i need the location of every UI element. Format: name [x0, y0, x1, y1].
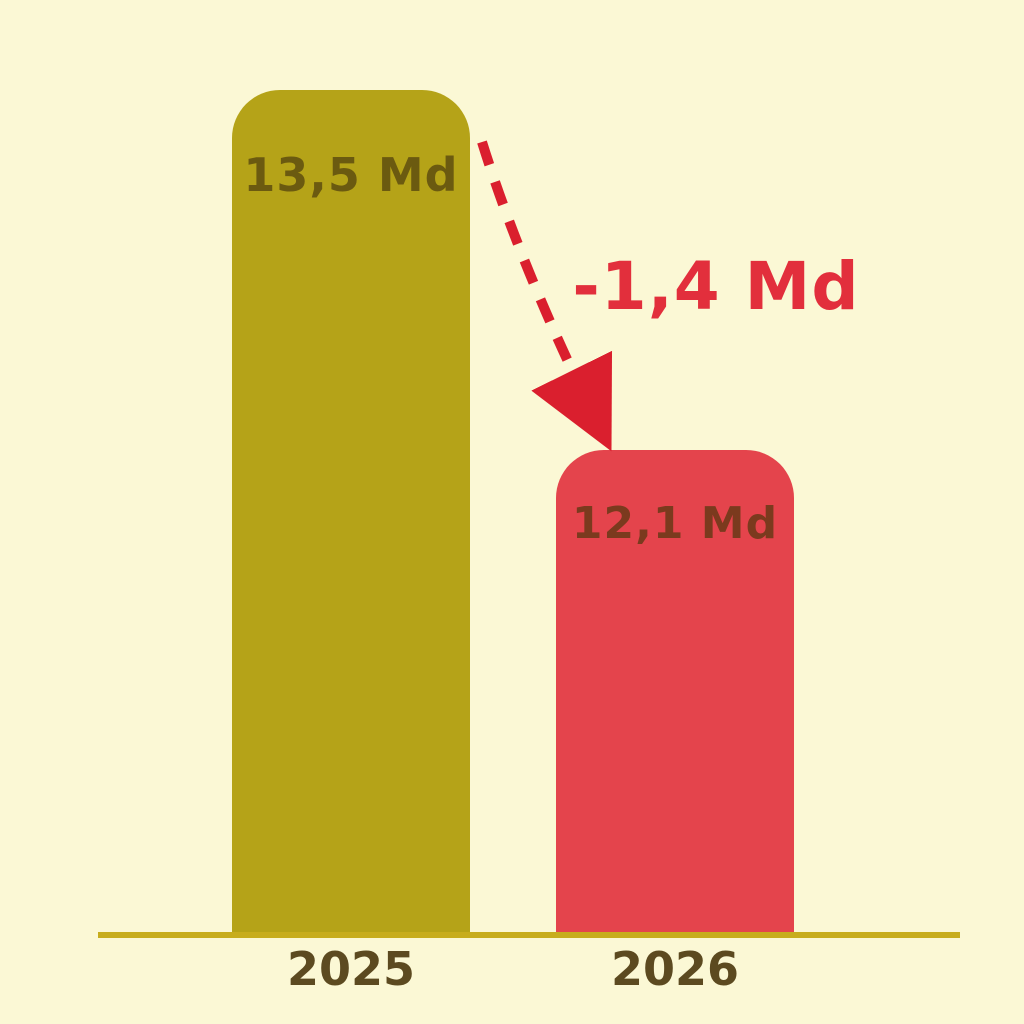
- bar-2025-value-label: 13,5 Md: [243, 148, 459, 202]
- bar-2025: 13,5 Md: [232, 90, 470, 932]
- difference-annotation: -1,4 Md: [572, 248, 860, 325]
- x-axis-baseline: [98, 932, 960, 938]
- bar-2026-value-label: 12,1 Md: [571, 498, 779, 549]
- x-label-2025: 2025: [286, 942, 416, 996]
- x-label-2026: 2026: [610, 942, 740, 996]
- bar-2026: 12,1 Md: [556, 450, 794, 932]
